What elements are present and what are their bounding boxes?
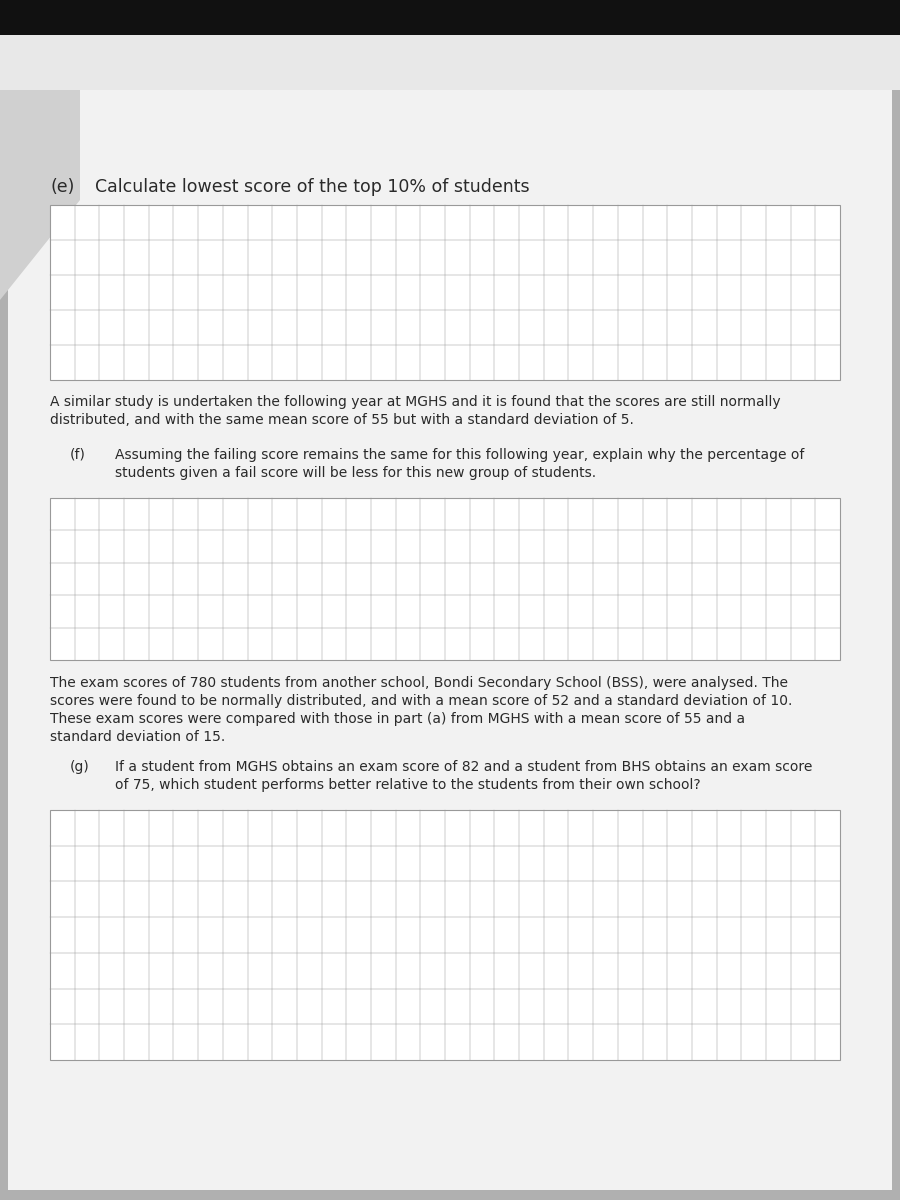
Text: of 75, which student performs better relative to the students from their own sch: of 75, which student performs better rel… bbox=[115, 778, 700, 792]
Bar bbox=[50, 810, 840, 1060]
Text: students given a fail score will be less for this new group of students.: students given a fail score will be less… bbox=[115, 466, 596, 480]
Text: (f): (f) bbox=[70, 448, 86, 462]
Bar bbox=[0, 30, 900, 90]
Bar bbox=[50, 205, 840, 380]
Text: standard deviation of 15.: standard deviation of 15. bbox=[50, 730, 225, 744]
FancyBboxPatch shape bbox=[8, 55, 892, 1190]
Text: These exam scores were compared with those in part (a) from MGHS with a mean sco: These exam scores were compared with tho… bbox=[50, 712, 745, 726]
Text: (g): (g) bbox=[70, 760, 90, 774]
Bar bbox=[50, 498, 840, 660]
Text: distributed, and with the same mean score of 55 but with a standard deviation of: distributed, and with the same mean scor… bbox=[50, 413, 634, 427]
Text: Calculate lowest score of the top 10% of students: Calculate lowest score of the top 10% of… bbox=[95, 178, 529, 196]
Text: Assuming the failing score remains the same for this following year, explain why: Assuming the failing score remains the s… bbox=[115, 448, 805, 462]
Text: The exam scores of 780 students from another school, Bondi Secondary School (BSS: The exam scores of 780 students from ano… bbox=[50, 676, 788, 690]
Bar bbox=[0, 0, 900, 35]
Text: A similar study is undertaken the following year at MGHS and it is found that th: A similar study is undertaken the follow… bbox=[50, 395, 780, 409]
Polygon shape bbox=[0, 55, 80, 300]
Text: scores were found to be normally distributed, and with a mean score of 52 and a : scores were found to be normally distrib… bbox=[50, 694, 792, 708]
Bar bbox=[0, 0, 900, 70]
Text: (e): (e) bbox=[50, 178, 75, 196]
Text: If a student from MGHS obtains an exam score of 82 and a student from BHS obtain: If a student from MGHS obtains an exam s… bbox=[115, 760, 813, 774]
